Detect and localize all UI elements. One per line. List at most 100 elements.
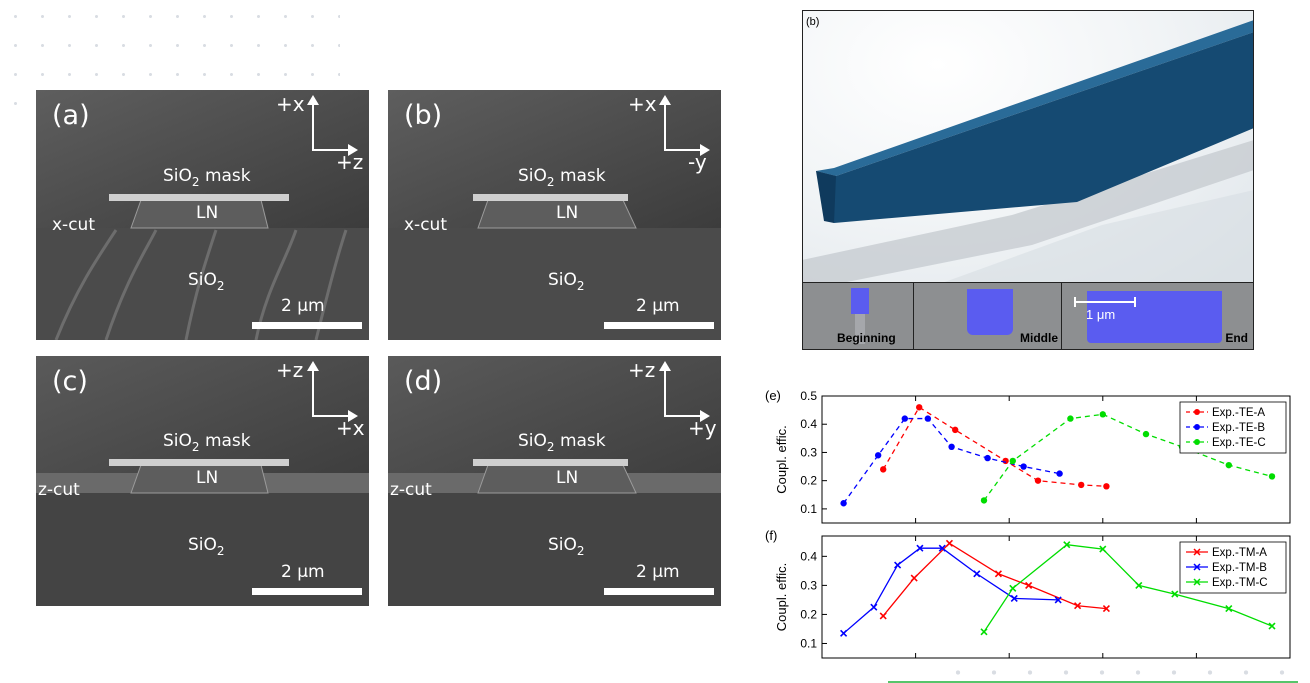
y-tick-label: 0.2: [800, 474, 817, 488]
panel-letter: (b): [806, 16, 820, 28]
chart-f-panel-letter: (f): [765, 528, 778, 543]
chart-e: 0.1 0.2 0.3 0.4 0.5 Coupl. effic. Exp.-TE-A Exp…: [774, 390, 1291, 524]
y-tick-label: 0.1: [800, 636, 817, 650]
y-axis-label: Coupl. effic.: [774, 425, 789, 493]
data-point: [1002, 457, 1009, 465]
ln-label: LN: [196, 468, 219, 488]
data-point: [874, 452, 882, 459]
crosssection-shape: [1087, 291, 1222, 343]
data-point: [945, 539, 954, 547]
waveguide-3d-graphic: [802, 20, 1254, 283]
scale-bar: [604, 322, 714, 329]
sem-panel: (c) +z +x SiO2 mask LN z-cut SiO2 2 μm: [36, 356, 369, 606]
axis-right-label: +z: [336, 150, 364, 174]
scale-label: 2 μm: [636, 562, 680, 582]
y-axis-label: Coupl. effic.: [774, 563, 789, 631]
data-point: [916, 544, 924, 552]
axis-up-label: +x: [628, 92, 657, 116]
data-point: [1078, 481, 1085, 489]
cut-label: x-cut: [404, 215, 447, 235]
strip-label-beginning: Beginning: [837, 331, 896, 345]
legend-marker: [1193, 548, 1201, 556]
data-point: [1067, 415, 1074, 422]
axis-right-label: +x: [336, 416, 365, 440]
data-point: [901, 415, 908, 422]
decorative-dot-grid-bottom: [940, 662, 1310, 683]
scale-label: 2 μm: [281, 296, 325, 316]
data-point: [1056, 470, 1063, 477]
y-tick-label: 0.1: [800, 502, 817, 516]
strip-label-middle: Middle: [1020, 331, 1058, 345]
data-point: [870, 603, 878, 611]
legend-marker: [1193, 563, 1201, 571]
data-point: [1171, 590, 1179, 598]
mask-label: SiO2 mask: [518, 431, 606, 454]
data-point: [1034, 477, 1042, 484]
legend-label: Exp.-TE-B: [1212, 422, 1265, 434]
legend-label: Exp.-TE-A: [1212, 407, 1265, 419]
legend-marker: [1193, 578, 1201, 586]
data-point: [1268, 622, 1276, 630]
data-point: [840, 629, 848, 637]
legend-label: Exp.-TM-B: [1212, 562, 1267, 574]
y-tick-label: 0.3: [800, 578, 817, 592]
data-point: [980, 497, 988, 504]
data-point: [1010, 594, 1018, 603]
scale-bar: [252, 322, 362, 329]
chart-f: 0.1 0.2 0.3 0.4 Coupl. effic. Exp.-TM-A Exp.-T…: [774, 535, 1291, 659]
axis-up-label: +x: [276, 92, 305, 116]
scale-bar: [1074, 301, 1136, 303]
scale-label: 1 μm: [1086, 307, 1116, 322]
data-point: [1009, 584, 1017, 592]
data-point: [840, 500, 847, 507]
data-point: [980, 628, 988, 636]
accent-line: [888, 681, 1298, 683]
axis-right-label: +y: [688, 416, 717, 440]
y-tick-label: 0.3: [800, 445, 817, 459]
scale-bar: [604, 588, 714, 595]
mask-label: SiO2 mask: [163, 431, 251, 454]
axis-up-label: +z: [276, 358, 304, 382]
series-line: [983, 413, 1273, 501]
sem-image: [36, 356, 369, 606]
sem-image: [388, 90, 721, 340]
substrate-label: SiO2: [188, 535, 225, 558]
substrate-label: SiO2: [548, 535, 585, 558]
legend-marker: [1194, 424, 1200, 430]
scale-label: 2 μm: [281, 562, 325, 582]
data-point: [1099, 545, 1107, 553]
crosssection-shape: [851, 288, 869, 314]
data-point: [1099, 411, 1106, 418]
crosssection-strip-end: 1 μm End: [1061, 283, 1254, 349]
axis-right-label: -y: [688, 150, 707, 174]
panel-letter: (d): [404, 366, 443, 397]
axis-arrows: [659, 95, 710, 156]
data-point: [894, 561, 902, 569]
series-line: [983, 544, 1273, 633]
legend-marker: [1194, 439, 1200, 445]
crosssection-shape: [967, 289, 1013, 335]
legend-label: Exp.-TM-C: [1212, 577, 1268, 589]
data-point: [1268, 473, 1276, 480]
data-point: [994, 570, 1002, 578]
data-point: [924, 415, 932, 422]
ln-label: LN: [196, 203, 219, 223]
cut-label: z-cut: [390, 480, 432, 500]
data-point: [916, 404, 923, 411]
mask-label: SiO2 mask: [518, 166, 606, 189]
axis-arrows: [307, 95, 358, 156]
data-point: [1142, 430, 1150, 438]
data-point: [948, 443, 955, 450]
data-point: [1063, 541, 1071, 549]
ln-label: LN: [556, 468, 579, 488]
data-point: [879, 612, 887, 620]
data-point: [1135, 581, 1143, 589]
data-point: [1225, 605, 1233, 613]
sem-panel: (d) +z +y SiO2 mask LN z-cut SiO2 2 μm: [388, 356, 721, 606]
substrate-label: SiO2: [548, 270, 585, 293]
data-point: [1009, 457, 1016, 465]
crosssection-strip-beginning: Beginning: [802, 283, 914, 349]
data-point: [1225, 461, 1232, 469]
data-point: [1074, 602, 1082, 610]
substrate-label: SiO2: [188, 270, 225, 293]
